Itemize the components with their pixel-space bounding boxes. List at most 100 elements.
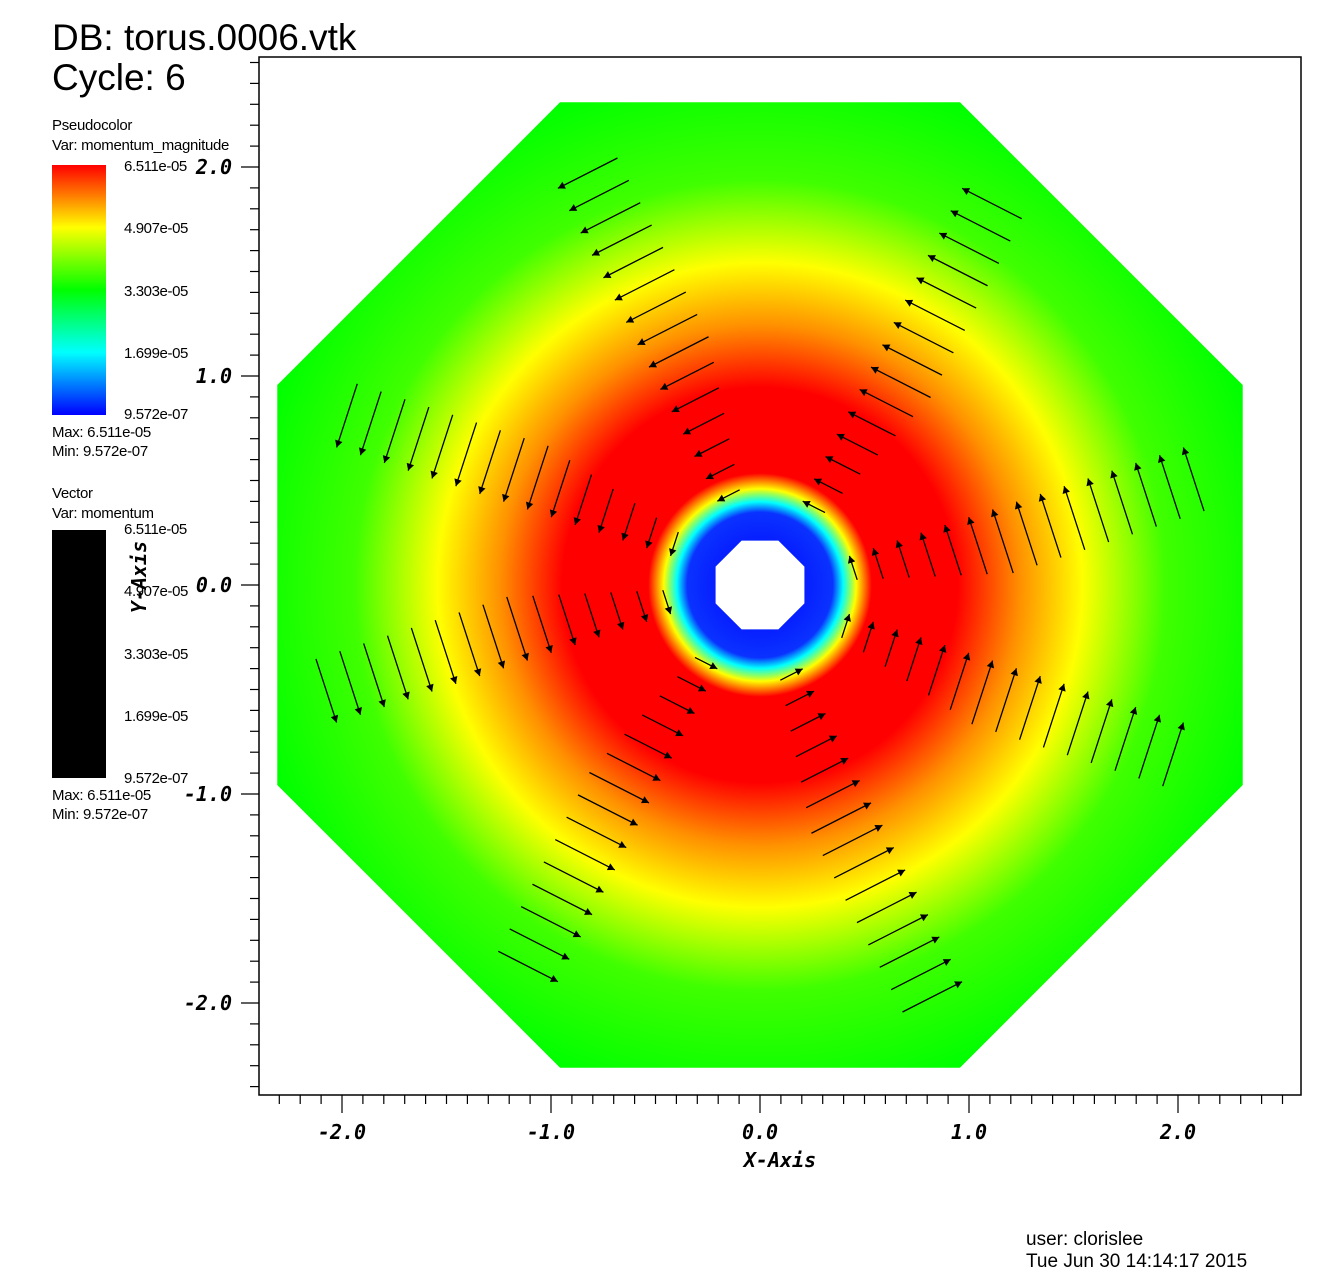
vector-glyph — [641, 714, 684, 737]
vector-glyph — [879, 936, 940, 968]
vector-glyph — [648, 336, 709, 368]
vector-glyph — [927, 254, 988, 287]
vector-arrowhead — [617, 621, 625, 630]
field-octagon — [277, 102, 1243, 1068]
vector-arrowhead — [1082, 691, 1090, 700]
vector-arrowhead — [986, 660, 995, 669]
vector-arrowhead — [859, 389, 868, 397]
vector-glyph — [961, 187, 1022, 220]
vector-glyph — [574, 474, 593, 526]
vector-glyph — [833, 846, 895, 879]
vector-arrowhead — [1153, 714, 1162, 723]
vector-arrowhead — [694, 449, 703, 457]
vector-arrowhead — [382, 455, 391, 463]
y-axis-title: Y-Axis — [127, 541, 151, 613]
vector-glyph — [845, 869, 906, 901]
vector-arrowhead — [867, 621, 875, 630]
vector-arrowhead — [825, 456, 834, 464]
cycle-title: Cycle: 6 — [52, 57, 186, 98]
vector-arrowhead — [606, 863, 615, 871]
vector-arrowhead — [717, 494, 726, 502]
database-title: DB: torus.0006.vtk — [52, 17, 357, 58]
vector-arrowhead — [663, 751, 672, 759]
vector-glyph — [1063, 485, 1086, 550]
vector-arrowhead — [874, 824, 883, 832]
vector-glyph — [1039, 493, 1062, 558]
vector-arrowhead — [967, 517, 975, 526]
vector-arrowhead — [683, 427, 692, 435]
vector-arrowhead — [454, 478, 462, 487]
vector-glyph — [904, 299, 966, 332]
vector-glyph — [431, 414, 454, 479]
pseudocolor-legend-var: Var: momentum_magnitude — [52, 137, 230, 154]
vector-glyph — [882, 344, 943, 376]
y-tick-label: -2.0 — [184, 991, 232, 1015]
vector-arrowhead — [1110, 470, 1118, 479]
vector-field — [315, 157, 1205, 1013]
timestamp-label: Tue Jun 30 14:14:17 2015 — [1026, 1251, 1248, 1272]
vector-glyph — [795, 735, 838, 758]
vector-arrowhead — [637, 338, 646, 346]
vector-arrowhead — [378, 699, 386, 708]
vector-arrowhead — [1038, 493, 1047, 502]
vector-arrowhead — [927, 255, 936, 262]
vector-tick-label: 6.511e-05 — [124, 521, 187, 538]
x-axis-title: X-Axis — [742, 1148, 816, 1172]
vector-arrowhead — [802, 500, 811, 508]
vector-arrowhead — [354, 706, 362, 715]
vector-glyph — [868, 914, 929, 946]
axis-ticks — [241, 61, 1284, 1113]
vector-arrowhead — [580, 226, 589, 234]
vector-arrowhead — [430, 470, 438, 479]
pseudocolor-tick-label: 1.699e-05 — [124, 345, 188, 362]
vector-glyph — [1114, 706, 1137, 771]
vector-glyph — [624, 733, 673, 759]
vector-arrowhead — [891, 629, 899, 638]
vector-arrowhead — [664, 606, 673, 615]
vector-glyph — [893, 321, 954, 354]
vector-glyph — [606, 752, 661, 782]
vector-glyph — [410, 627, 433, 692]
vector-arrowhead — [939, 232, 948, 240]
vector-arrowhead — [1177, 722, 1185, 731]
pseudocolor-tick-label: 3.303e-05 — [124, 283, 188, 300]
vector-arrowhead — [569, 204, 578, 211]
vector-arrowhead — [450, 675, 458, 684]
vector-glyph — [554, 838, 616, 871]
y-tick-label: -1.0 — [184, 782, 232, 806]
vector-arrowhead — [943, 524, 951, 533]
vector-arrowhead — [851, 780, 860, 788]
vector-arrowhead — [1106, 699, 1114, 708]
vector-arrowhead — [686, 706, 695, 714]
vector-glyph — [568, 179, 630, 212]
vector-arrowhead — [648, 360, 657, 368]
vector-arrowhead — [962, 652, 971, 661]
vector-glyph — [359, 391, 382, 456]
vector-glyph — [502, 437, 525, 502]
vector-glyph — [1018, 675, 1041, 740]
pseudocolor-tick-label: 4.907e-05 — [124, 220, 188, 237]
vector-arrowhead — [640, 613, 649, 622]
vector-glyph — [950, 210, 1011, 242]
vector-glyph — [906, 637, 922, 682]
vector-arrowhead — [406, 462, 414, 471]
pseudocolor-tick-label: 9.572e-07 — [124, 406, 188, 423]
pseudocolor-min: Min: 9.572e-07 — [52, 443, 148, 460]
vector-glyph — [1066, 691, 1089, 756]
vector-arrowhead — [669, 548, 677, 556]
vector-tick-label: 3.303e-05 — [124, 646, 188, 663]
vector-arrowhead — [675, 729, 684, 737]
vector-glyph — [603, 246, 664, 279]
vector-arrowhead — [595, 885, 604, 893]
vector-arrowhead — [916, 277, 925, 285]
vector-glyph — [1138, 714, 1161, 779]
pseudocolor-max: Max: 6.511e-05 — [52, 424, 151, 441]
vector-glyph — [498, 950, 559, 983]
vector-arrowhead — [473, 668, 482, 677]
vector-glyph — [927, 644, 946, 696]
vector-arrowhead — [709, 662, 718, 670]
vector-arrowhead — [330, 714, 339, 723]
vector-glyph — [1158, 454, 1181, 519]
vector-arrowhead — [597, 524, 605, 533]
vector-arrowhead — [843, 614, 851, 622]
